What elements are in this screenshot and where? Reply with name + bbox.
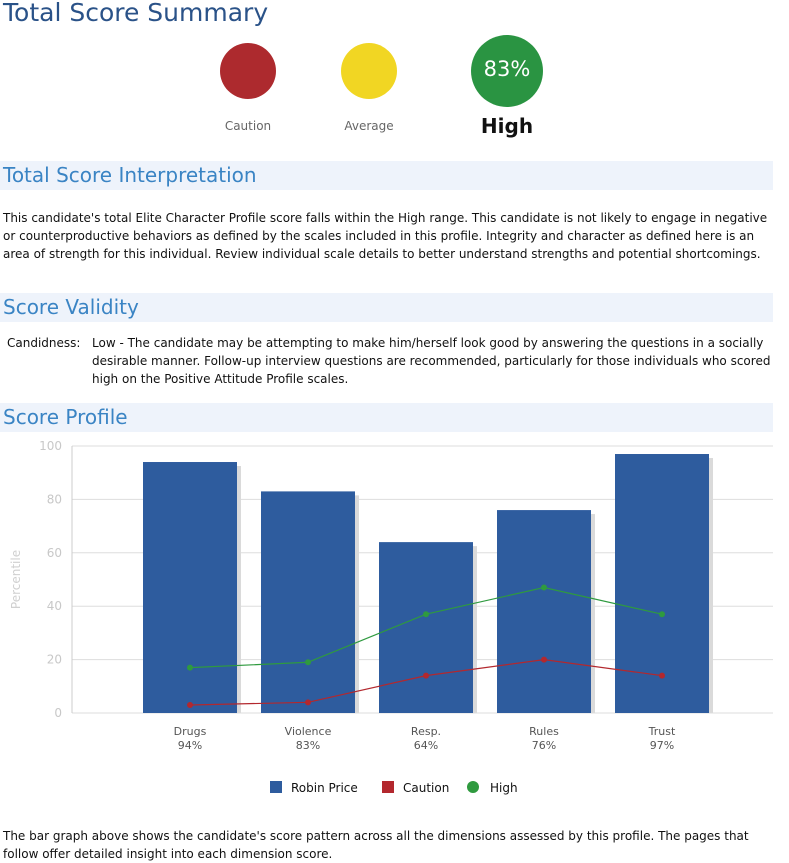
x-tick-label: Rules — [529, 725, 559, 738]
series-point — [541, 656, 547, 663]
series-point — [305, 659, 311, 666]
interpretation-heading: Total Score Interpretation — [3, 163, 257, 187]
average-label: Average — [344, 119, 394, 133]
x-tick-label: Resp. — [411, 725, 441, 738]
bar — [143, 462, 237, 713]
x-tick-value: 97% — [650, 739, 674, 752]
high-label: High — [480, 114, 534, 138]
legend-caution-swatch — [382, 781, 394, 793]
bar — [261, 491, 355, 713]
x-tick-label: Violence — [285, 725, 332, 738]
legend-high-label: High — [490, 781, 518, 795]
y-tick-label: 100 — [39, 439, 62, 453]
series-point — [423, 672, 429, 679]
validity-section: Score Validity — [0, 293, 773, 322]
y-tick-label: 40 — [47, 599, 62, 613]
legend-robin-swatch — [270, 781, 282, 793]
series-point — [187, 701, 193, 708]
y-tick-label: 20 — [47, 653, 62, 667]
series-point — [187, 664, 193, 671]
series-point — [423, 611, 429, 618]
x-tick-value: 94% — [178, 739, 202, 752]
total-score: 83% — [483, 57, 531, 81]
series-point — [659, 611, 665, 618]
series-point — [659, 672, 665, 679]
legend-caution-label: Caution — [403, 781, 450, 795]
profile-footer-text: The bar graph above shows the candidate'… — [3, 829, 749, 861]
y-tick-label: 80 — [47, 492, 62, 506]
validity-heading: Score Validity — [3, 295, 139, 319]
bar — [497, 510, 591, 713]
x-tick-value: 83% — [296, 739, 320, 752]
profile-heading: Score Profile — [3, 405, 128, 429]
candidness-label: Candidness: — [7, 336, 81, 350]
x-tick-value: 64% — [414, 739, 438, 752]
legend-robin-label: Robin Price — [291, 781, 358, 795]
legend-high-swatch — [467, 781, 479, 793]
high-circle: 83% — [471, 35, 543, 107]
caution-label: Caution — [224, 119, 272, 133]
candidness-text: Low - The candidate may be attempting to… — [92, 336, 771, 386]
interpretation-section: Total Score Interpretation — [0, 161, 773, 190]
y-axis-label: Percentile — [9, 550, 23, 609]
interpretation-text: This candidate's total Elite Character P… — [3, 211, 768, 261]
x-tick-label: Trust — [648, 725, 676, 738]
x-tick-value: 76% — [532, 739, 556, 752]
y-tick-label: 0 — [54, 706, 62, 720]
x-tick-label: Drugs — [174, 725, 207, 738]
series-point — [305, 699, 311, 706]
caution-circle — [220, 43, 276, 99]
profile-section: Score Profile — [0, 403, 773, 432]
average-circle — [341, 43, 397, 99]
bar — [615, 454, 709, 713]
series-point — [541, 584, 547, 591]
y-tick-label: 60 — [47, 546, 62, 560]
page-title: Total Score Summary — [3, 0, 269, 27]
